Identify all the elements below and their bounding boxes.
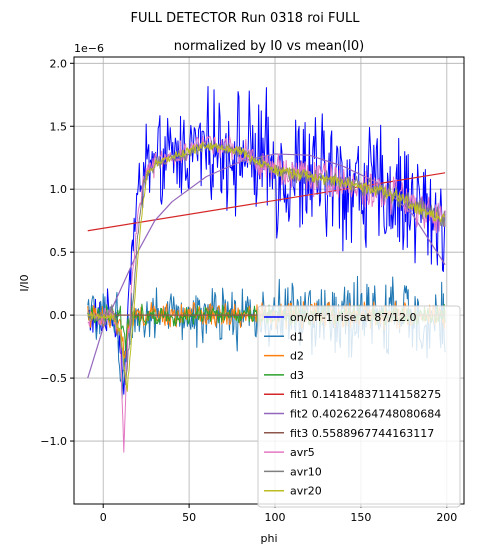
legend: on/off-1 rise at 87/12.0 d1 d2 d3 fit1 0.141… — [257, 305, 461, 508]
legend-label: fit1 0.14184837114158275 — [290, 388, 441, 401]
legend-label: avr10 — [290, 465, 322, 478]
series-line-6 — [87, 153, 446, 379]
axis-ticks: 0 50 100 150 200 −1.0 −0.5 0.0 0.5 1.0 1.5 2.0 — [40, 57, 457, 524]
y-tick-label: −1.0 — [40, 435, 67, 448]
series-line-1 — [87, 86, 446, 395]
legend-box — [257, 305, 461, 508]
y-tick-label: 0.0 — [50, 309, 68, 322]
legend-label: fit3 0.5588967744163117 — [290, 427, 434, 440]
legend-label: avr5 — [290, 446, 315, 459]
x-tick-label: 100 — [265, 511, 286, 524]
series-line-10 — [87, 141, 446, 392]
legend-label: on/off-1 rise at 87/12.0 — [290, 311, 417, 324]
figure-suptitle: FULL DETECTOR Run 0318 roi FULL — [131, 11, 361, 26]
chart-title: normalized by I0 vs mean(I0) — [174, 39, 364, 54]
x-tick-label: 50 — [182, 511, 196, 524]
legend-label: fit2 0.40262264748080684 — [290, 408, 441, 421]
y-tick-label: 1.0 — [50, 183, 68, 196]
series-line-5 — [87, 172, 446, 232]
x-tick-label: 150 — [350, 511, 371, 524]
x-axis-label: phi — [260, 532, 277, 545]
series-line-9 — [87, 140, 446, 386]
x-tick-label: 0 — [100, 511, 107, 524]
y-scale-label: 1e−6 — [74, 42, 104, 55]
legend-label: avr20 — [290, 485, 322, 498]
legend-label: d1 — [290, 330, 304, 343]
y-tick-label: −0.5 — [40, 372, 67, 385]
y-tick-label: 0.5 — [50, 246, 68, 259]
legend-label: d2 — [290, 350, 304, 363]
y-axis-label: I/I0 — [18, 274, 31, 291]
y-tick-label: 1.5 — [50, 120, 68, 133]
x-tick-label: 200 — [436, 511, 457, 524]
y-tick-label: 2.0 — [50, 57, 68, 70]
legend-label: d3 — [290, 369, 304, 382]
